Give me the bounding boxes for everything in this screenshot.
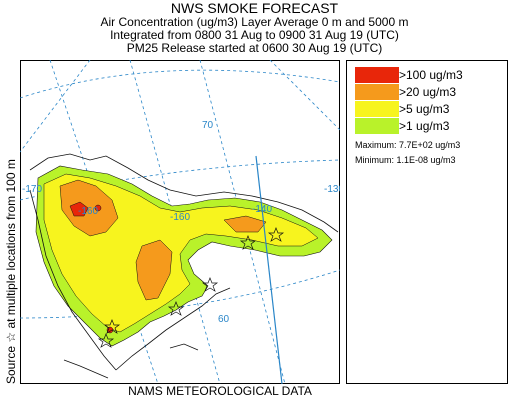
subtitle-integration-period: Integrated from 0800 31 Aug to 0900 31 A…	[110, 28, 399, 42]
smoke-region-gt100	[69, 201, 89, 217]
smoke-region-gt20	[59, 179, 119, 237]
legend-swatch-gt100	[355, 67, 399, 83]
smoke-forecast-map: 70 -170 -160 -130 -140 -160 60	[20, 60, 340, 384]
source-star	[239, 235, 257, 250]
grid-label: -160	[170, 212, 190, 223]
source-star	[97, 333, 115, 348]
smoke-region-gt20	[223, 215, 267, 233]
source-star	[201, 277, 219, 292]
legend-row-gt1: >1 ug/m3	[355, 118, 505, 134]
legend-label-gt100: >100 ug/m3	[399, 68, 463, 82]
legend-row-gt20: >20 ug/m3	[355, 84, 505, 100]
grid-labels: 70 -170 -160 -130 -140 -160 60	[22, 120, 340, 325]
grid-label: 70	[202, 120, 214, 131]
legend-label-gt1: >1 ug/m3	[399, 119, 450, 133]
grid-label: -130	[324, 184, 340, 195]
subtitle-concentration: Air Concentration (ug/m3) Layer Average …	[100, 15, 409, 29]
minimum-value: Minimum: 1.1E-08 ug/m3	[355, 155, 456, 165]
grid-label: -160	[78, 206, 98, 217]
grid-label: -170	[22, 184, 42, 195]
source-star	[267, 227, 285, 242]
grid-label: -140	[252, 204, 272, 215]
legend-row-gt5: >5 ug/m3	[355, 101, 505, 117]
source-star	[103, 319, 121, 334]
legend-swatch-gt20	[355, 84, 399, 100]
source-markers	[97, 227, 285, 348]
source-side-label: Source ☆ at multiple locations from 100 …	[2, 58, 18, 388]
map-title: NWS SMOKE FORECAST	[170, 0, 339, 16]
canada-border	[255, 155, 283, 384]
legend-label-gt20: >20 ug/m3	[399, 85, 457, 99]
data-source-footer: NAMS METEOROLOGICAL DATA	[128, 384, 312, 398]
source-side-label-text: Source ☆ at multiple locations from 100 …	[4, 159, 18, 384]
maximum-value: Maximum: 7.7E+02 ug/m3	[355, 140, 461, 150]
concentration-legend: >100 ug/m3 >20 ug/m3 >5 ug/m3 >1 ug/m3 M…	[346, 60, 508, 384]
smoke-region-gt100	[94, 204, 102, 212]
legend-label-gt5: >5 ug/m3	[399, 102, 450, 116]
legend-row-gt100: >100 ug/m3	[355, 67, 505, 83]
legend-swatch-gt5	[355, 101, 399, 117]
grid-label: 60	[218, 314, 230, 325]
coastline	[29, 153, 339, 379]
smoke-plume	[35, 165, 333, 347]
smoke-region-gt20	[135, 239, 173, 301]
legend-swatch-gt1	[355, 118, 399, 134]
subtitle-release-time: PM25 Release started at 0600 30 Aug 19 (…	[126, 41, 383, 55]
source-star	[167, 301, 185, 316]
